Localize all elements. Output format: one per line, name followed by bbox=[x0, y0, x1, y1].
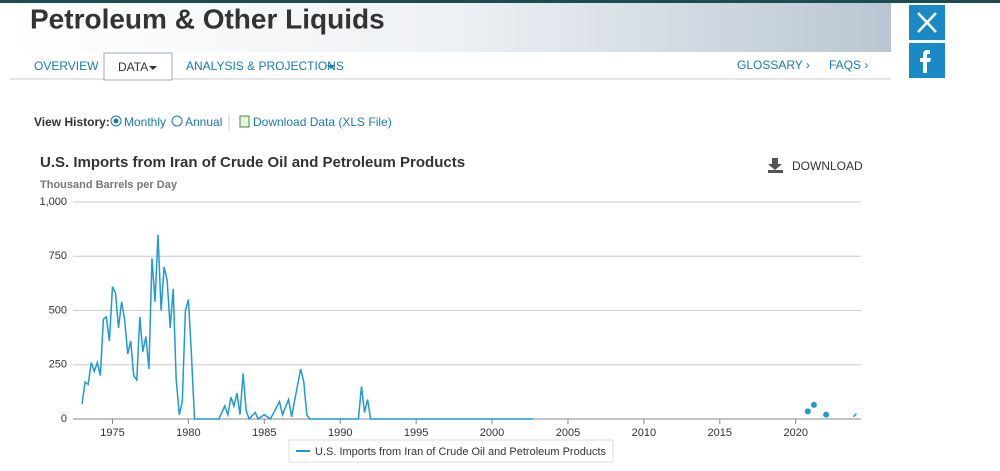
banner bbox=[10, 3, 891, 52]
facebook-glyph bbox=[920, 50, 931, 73]
x-tick-label: 1975 bbox=[100, 427, 124, 439]
series-line bbox=[852, 413, 857, 418]
legend bbox=[288, 439, 614, 463]
series-line bbox=[81, 234, 533, 421]
nav-link[interactable]: FAQS › bbox=[829, 58, 868, 72]
y-tick-label: 0 bbox=[61, 413, 67, 425]
x-tick-label: 2010 bbox=[632, 427, 656, 439]
x-tick-label: 1990 bbox=[328, 427, 352, 439]
data-point bbox=[810, 401, 817, 408]
nav-link[interactable]: GLOSSARY › bbox=[737, 58, 810, 72]
nav-tab[interactable]: ANALYSIS & PROJECTIONS bbox=[186, 59, 344, 73]
download-icon[interactable] bbox=[768, 158, 783, 173]
nav-tab[interactable]: DATA bbox=[118, 60, 148, 74]
y-tick-label: 750 bbox=[49, 250, 67, 262]
top-border bbox=[0, 0, 1000, 3]
radio[interactable] bbox=[171, 115, 183, 127]
legend-label: U.S. Imports from Iran of Crude Oil and … bbox=[315, 446, 607, 458]
radio-label[interactable]: Annual bbox=[185, 115, 222, 129]
active-tab bbox=[103, 52, 173, 81]
x-tick-label: 2015 bbox=[708, 427, 732, 439]
radio-dot bbox=[113, 118, 119, 124]
plot: 0 250 500 750 1,000 1975 1980 1985 1990 1995 2000 2… bbox=[39, 196, 861, 439]
x-tick-label: 1995 bbox=[404, 427, 428, 439]
x-tick-label: 1985 bbox=[252, 427, 276, 439]
y-tick-label: 1,000 bbox=[39, 196, 67, 208]
download-link[interactable]: Download Data (XLS File) bbox=[253, 115, 392, 129]
caret bbox=[327, 65, 335, 69]
radio-label[interactable]: Monthly bbox=[124, 115, 166, 129]
y-tick-label: 500 bbox=[49, 304, 67, 316]
data-point bbox=[804, 408, 811, 415]
toolbar-label: View History: bbox=[34, 115, 110, 129]
x-tick-label: 2000 bbox=[480, 427, 504, 439]
x-tick-label: 2020 bbox=[783, 427, 807, 439]
chart-download[interactable]: DOWNLOAD bbox=[792, 159, 863, 173]
x-tick-label: 1980 bbox=[176, 427, 200, 439]
nav-tab[interactable]: OVERVIEW bbox=[34, 59, 99, 73]
chart-subtitle: Thousand Barrels per Day bbox=[40, 179, 178, 191]
xls-icon bbox=[239, 115, 250, 128]
data-point bbox=[823, 411, 830, 418]
x-tick-label: 2005 bbox=[556, 427, 580, 439]
caret bbox=[149, 66, 157, 70]
chart-title: U.S. Imports from Iran of Crude Oil and … bbox=[40, 154, 465, 171]
x-glyph bbox=[917, 12, 937, 33]
page-title: Petroleum & Other Liquids bbox=[30, 3, 385, 34]
y-tick-label: 250 bbox=[49, 359, 67, 371]
